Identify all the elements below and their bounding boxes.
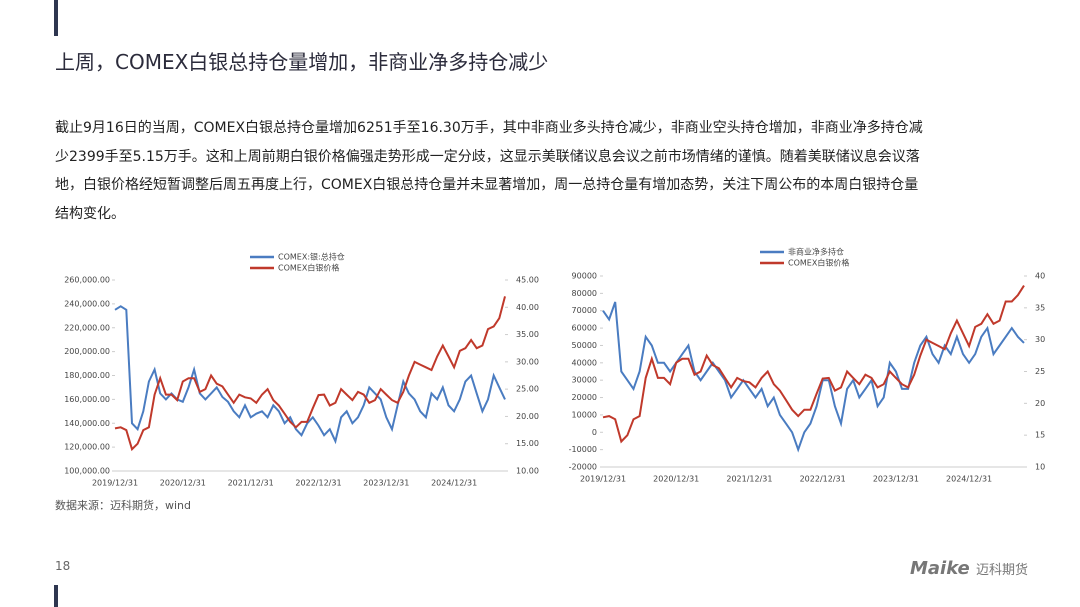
legend-label: COMEX白银价格 (788, 258, 849, 268)
body-line: 结构变化。 (55, 205, 125, 222)
y2-tick-label: 10.00 (516, 467, 539, 476)
y2-tick-label: 20 (1035, 399, 1045, 408)
logo: Maike 迈科期货 (910, 558, 1028, 579)
y2-tick-label: 15.00 (516, 439, 539, 448)
y-tick-label: -20000 (569, 463, 597, 472)
y-tick-label: 50000 (572, 341, 597, 350)
y2-tick-label: 25 (1035, 367, 1045, 376)
y-tick-label: 120,000.00 (64, 443, 110, 452)
x-tick-label: 2020/12/31 (160, 479, 206, 488)
accent-bar (54, 0, 58, 36)
series-line (114, 305, 506, 445)
page-number: 18 (55, 559, 71, 573)
body-line: 截止9月16日的当周，COMEX白银总持仓量增加6251手至16.30万手，其中… (55, 120, 923, 136)
accent-bar (54, 585, 58, 607)
body-line: 地，白银价格经短暂调整后周五再度上行，COMEX白银总持仓量并未显著增加，周一总… (55, 177, 919, 193)
x-tick-label: 2021/12/31 (726, 475, 772, 484)
x-tick-label: 2021/12/31 (228, 479, 274, 488)
y2-tick-label: 40 (1035, 272, 1045, 281)
legend-label: COMEX:银:总持仓 (278, 252, 345, 262)
slide-title: 上周，COMEX白银总持仓量增加，非商业净多持仓减少 (55, 50, 549, 74)
y-tick-label: 140,000.00 (64, 419, 110, 428)
series-line (602, 285, 1025, 444)
y2-tick-label: 40.00 (516, 303, 539, 312)
y-tick-label: -10000 (569, 445, 597, 454)
y-tick-label: 40000 (572, 358, 597, 367)
y2-tick-label: 45.00 (516, 276, 539, 285)
logo-text: 迈科期货 (976, 563, 1029, 578)
x-tick-label: 2023/12/31 (873, 475, 919, 484)
y-tick-label: 100,000.00 (64, 467, 110, 476)
y2-tick-label: 10 (1035, 463, 1045, 472)
y2-tick-label: 20.00 (516, 412, 539, 421)
legend-label: COMEX白银价格 (278, 263, 339, 273)
y-tick-label: 70000 (572, 306, 597, 315)
y2-tick-label: 25.00 (516, 385, 539, 394)
x-tick-label: 2019/12/31 (92, 479, 138, 488)
y2-tick-label: 35.00 (516, 330, 539, 339)
y-tick-label: 10000 (572, 410, 597, 419)
logo-brand: Maike (910, 558, 970, 579)
x-tick-label: 2024/12/31 (431, 479, 477, 488)
y-tick-label: 80000 (572, 289, 597, 298)
y-tick-label: 60000 (572, 324, 597, 333)
body-line: 少2399手至5.15万手。这和上周前期白银价格偏强走势形成一定分歧，这显示美联… (55, 148, 920, 165)
y-tick-label: 0 (592, 428, 597, 437)
y-tick-label: 160,000.00 (64, 395, 110, 404)
source-note: 数据来源：迈科期货，wind (55, 499, 192, 512)
x-tick-label: 2022/12/31 (800, 475, 846, 484)
y-tick-label: 200,000.00 (64, 347, 110, 356)
y-tick-label: 240,000.00 (64, 299, 110, 308)
y-tick-label: 20000 (572, 393, 597, 402)
x-tick-label: 2022/12/31 (295, 479, 341, 488)
series-line (114, 296, 506, 452)
y-tick-label: 180,000.00 (64, 371, 110, 380)
series-line (602, 301, 1025, 453)
x-tick-label: 2023/12/31 (363, 479, 409, 488)
y2-tick-label: 15 (1035, 431, 1045, 440)
x-tick-label: 2020/12/31 (653, 475, 699, 484)
y-tick-label: 260,000.00 (64, 276, 110, 285)
x-tick-label: 2024/12/31 (946, 475, 992, 484)
y2-tick-label: 30.00 (516, 357, 539, 366)
legend-label: 非商业净多持仓 (788, 247, 844, 257)
y-tick-label: 220,000.00 (64, 323, 110, 332)
y-tick-label: 30000 (572, 376, 597, 385)
y2-tick-label: 35 (1035, 303, 1045, 312)
y-tick-label: 90000 (572, 272, 597, 281)
y2-tick-label: 30 (1035, 335, 1045, 344)
x-tick-label: 2019/12/31 (580, 475, 626, 484)
body-text: 截止9月16日的当周，COMEX白银总持仓量增加6251手至16.30万手，其中… (55, 114, 923, 228)
